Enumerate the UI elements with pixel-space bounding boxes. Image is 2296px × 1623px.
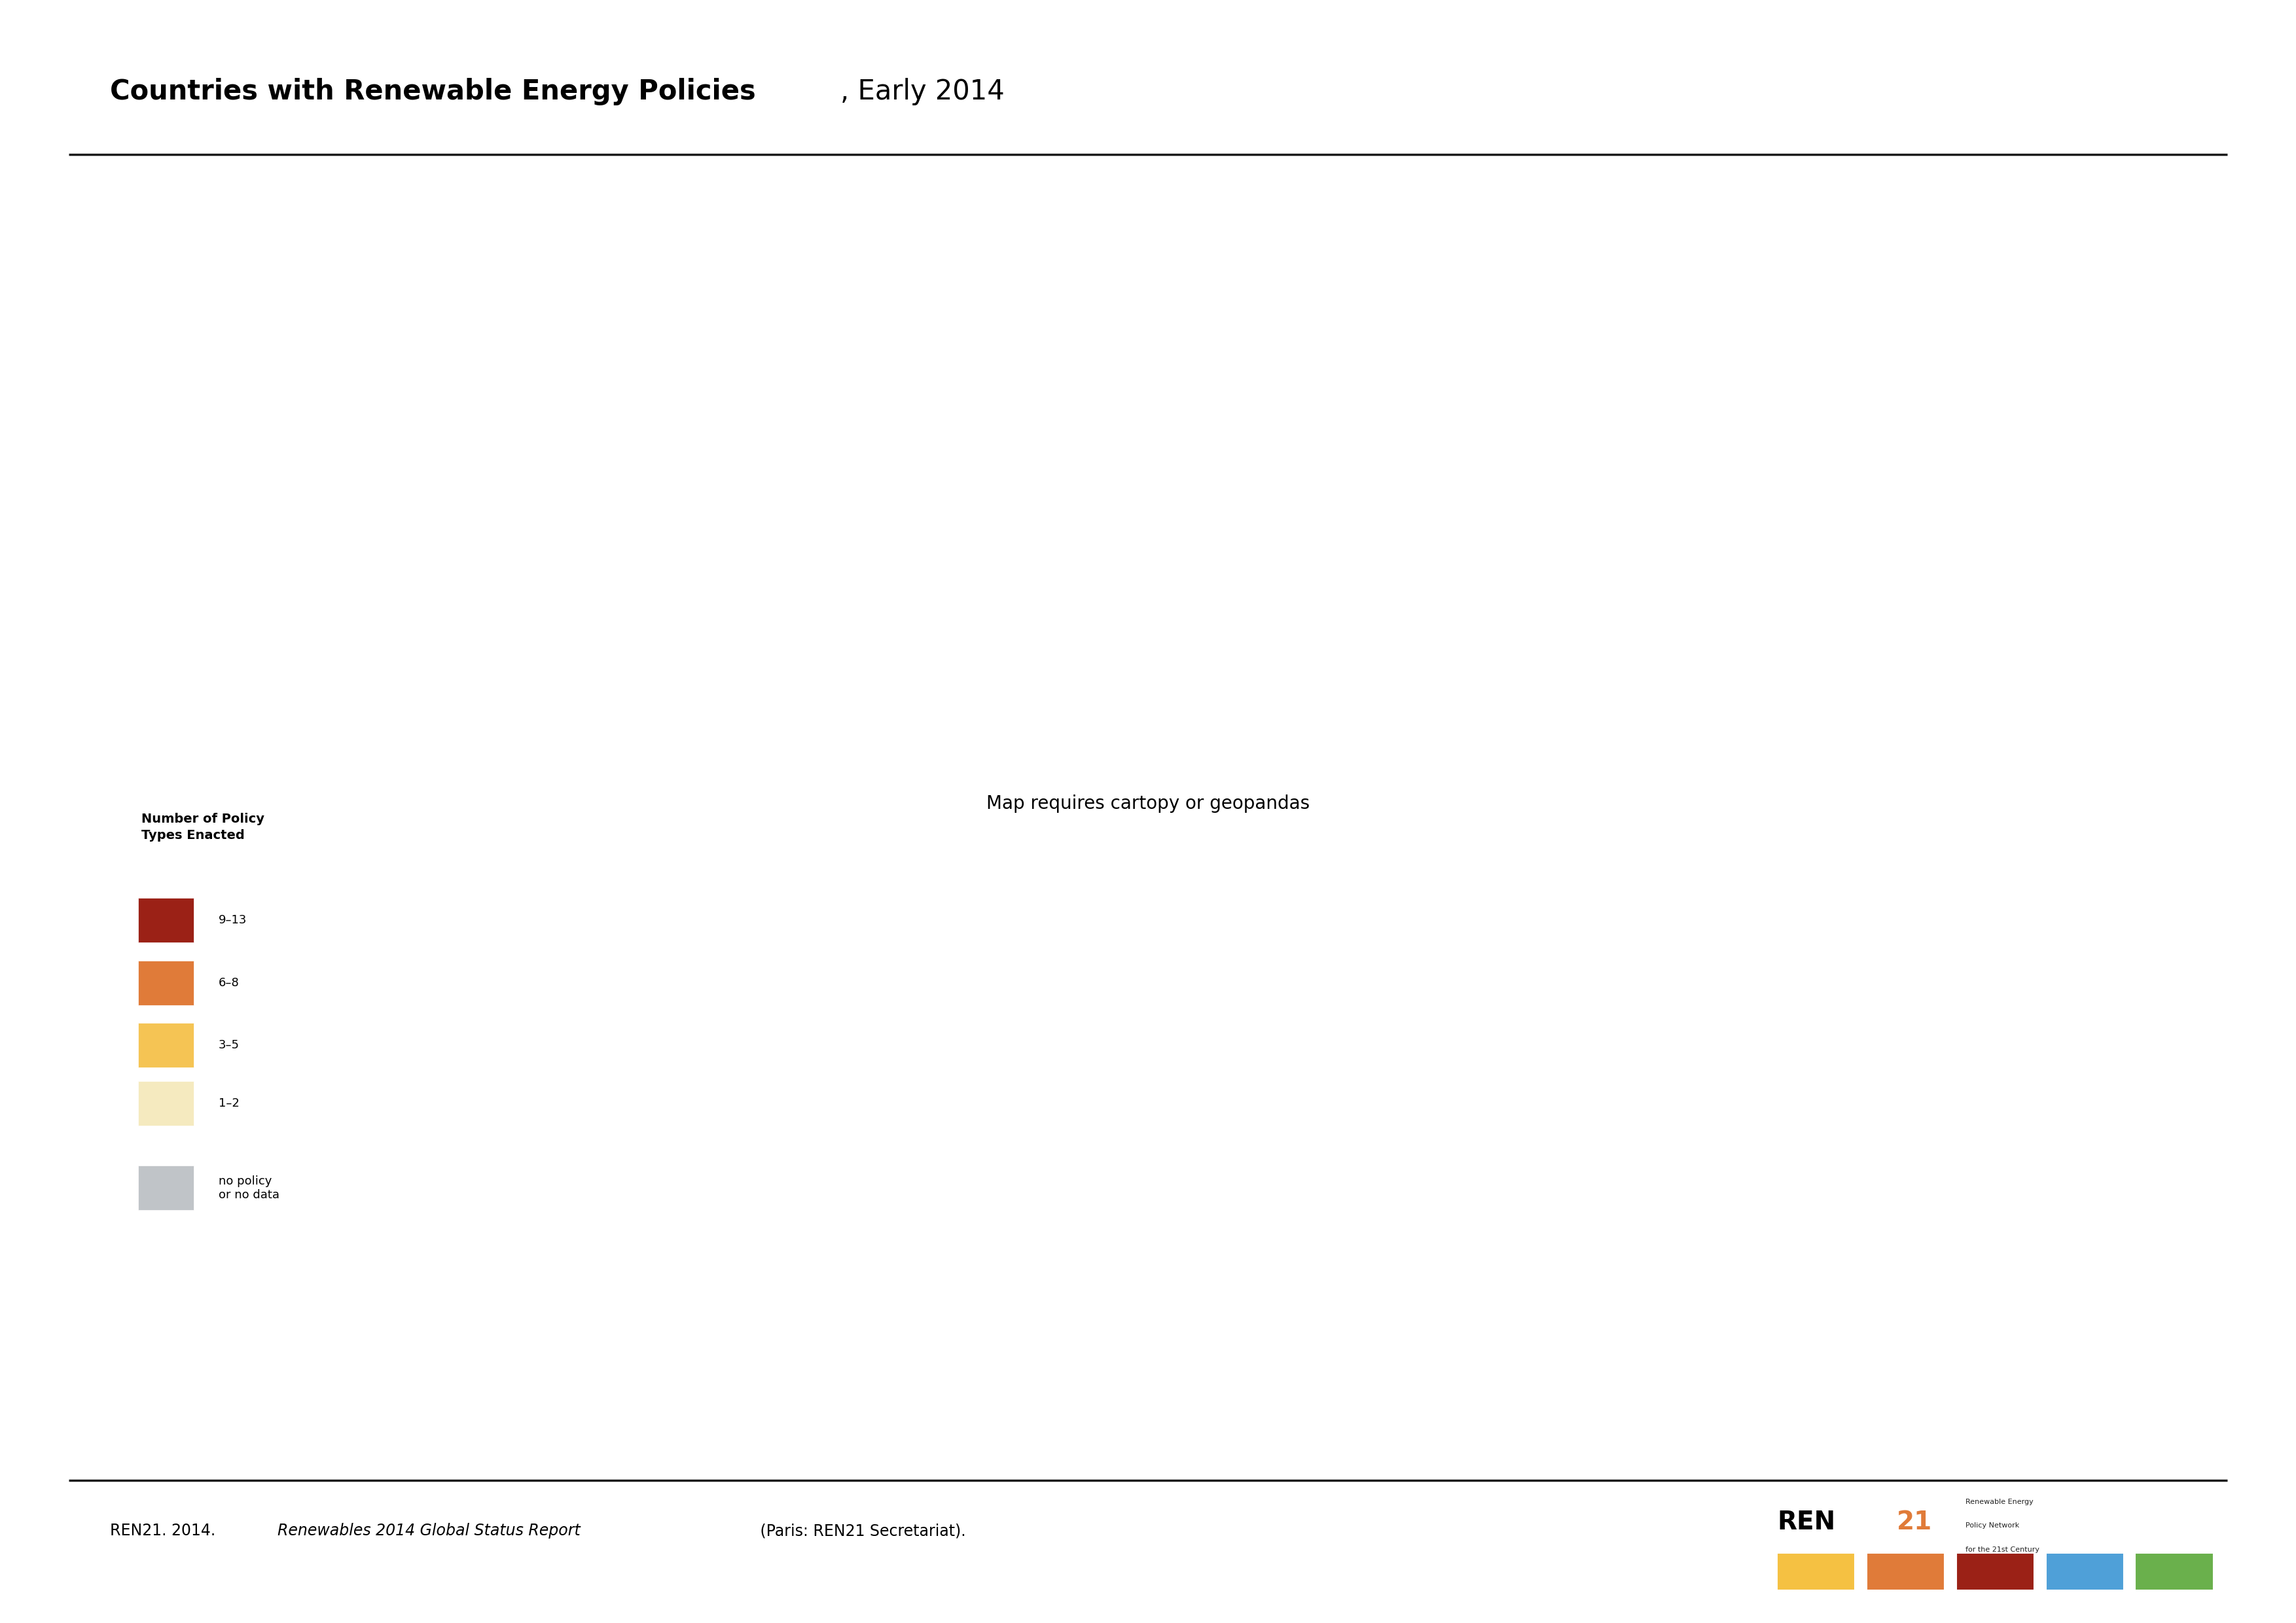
Text: 1–2: 1–2 <box>218 1097 239 1109</box>
FancyBboxPatch shape <box>138 1081 193 1126</box>
Text: REN21. 2014.: REN21. 2014. <box>110 1522 220 1539</box>
Text: Renewable Energy: Renewable Energy <box>1965 1498 2034 1505</box>
Text: Countries with Renewable Energy Policies: Countries with Renewable Energy Policies <box>110 78 755 105</box>
Text: 3–5: 3–5 <box>218 1039 239 1052</box>
Text: Renewables 2014 Global Status Report: Renewables 2014 Global Status Report <box>278 1522 581 1539</box>
Text: for the 21st Century: for the 21st Century <box>1965 1547 2039 1553</box>
FancyBboxPatch shape <box>138 1022 193 1068</box>
Bar <box>1777 1553 1855 1591</box>
Text: (Paris: REN21 Secretariat).: (Paris: REN21 Secretariat). <box>755 1522 967 1539</box>
Bar <box>2046 1553 2124 1591</box>
Text: 21: 21 <box>1896 1509 1931 1535</box>
Text: REN: REN <box>1777 1509 1835 1535</box>
Text: , Early 2014: , Early 2014 <box>840 78 1003 105</box>
Text: no policy
or no data: no policy or no data <box>218 1175 280 1201</box>
Bar <box>1956 1553 2034 1591</box>
Text: Map requires cartopy or geopandas: Map requires cartopy or geopandas <box>987 794 1309 813</box>
FancyBboxPatch shape <box>138 1165 193 1211</box>
Bar <box>1867 1553 1945 1591</box>
FancyBboxPatch shape <box>138 898 193 943</box>
Bar <box>2135 1553 2213 1591</box>
Text: Policy Network: Policy Network <box>1965 1522 2018 1529</box>
Text: 6–8: 6–8 <box>218 977 239 988</box>
FancyBboxPatch shape <box>138 961 193 1005</box>
Text: Number of Policy
Types Enacted: Number of Policy Types Enacted <box>142 813 264 841</box>
Text: 9–13: 9–13 <box>218 914 248 927</box>
